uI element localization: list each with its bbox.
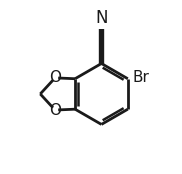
Text: O: O — [49, 102, 61, 118]
Text: O: O — [49, 70, 61, 85]
Text: Br: Br — [132, 70, 149, 85]
Text: N: N — [95, 9, 108, 27]
